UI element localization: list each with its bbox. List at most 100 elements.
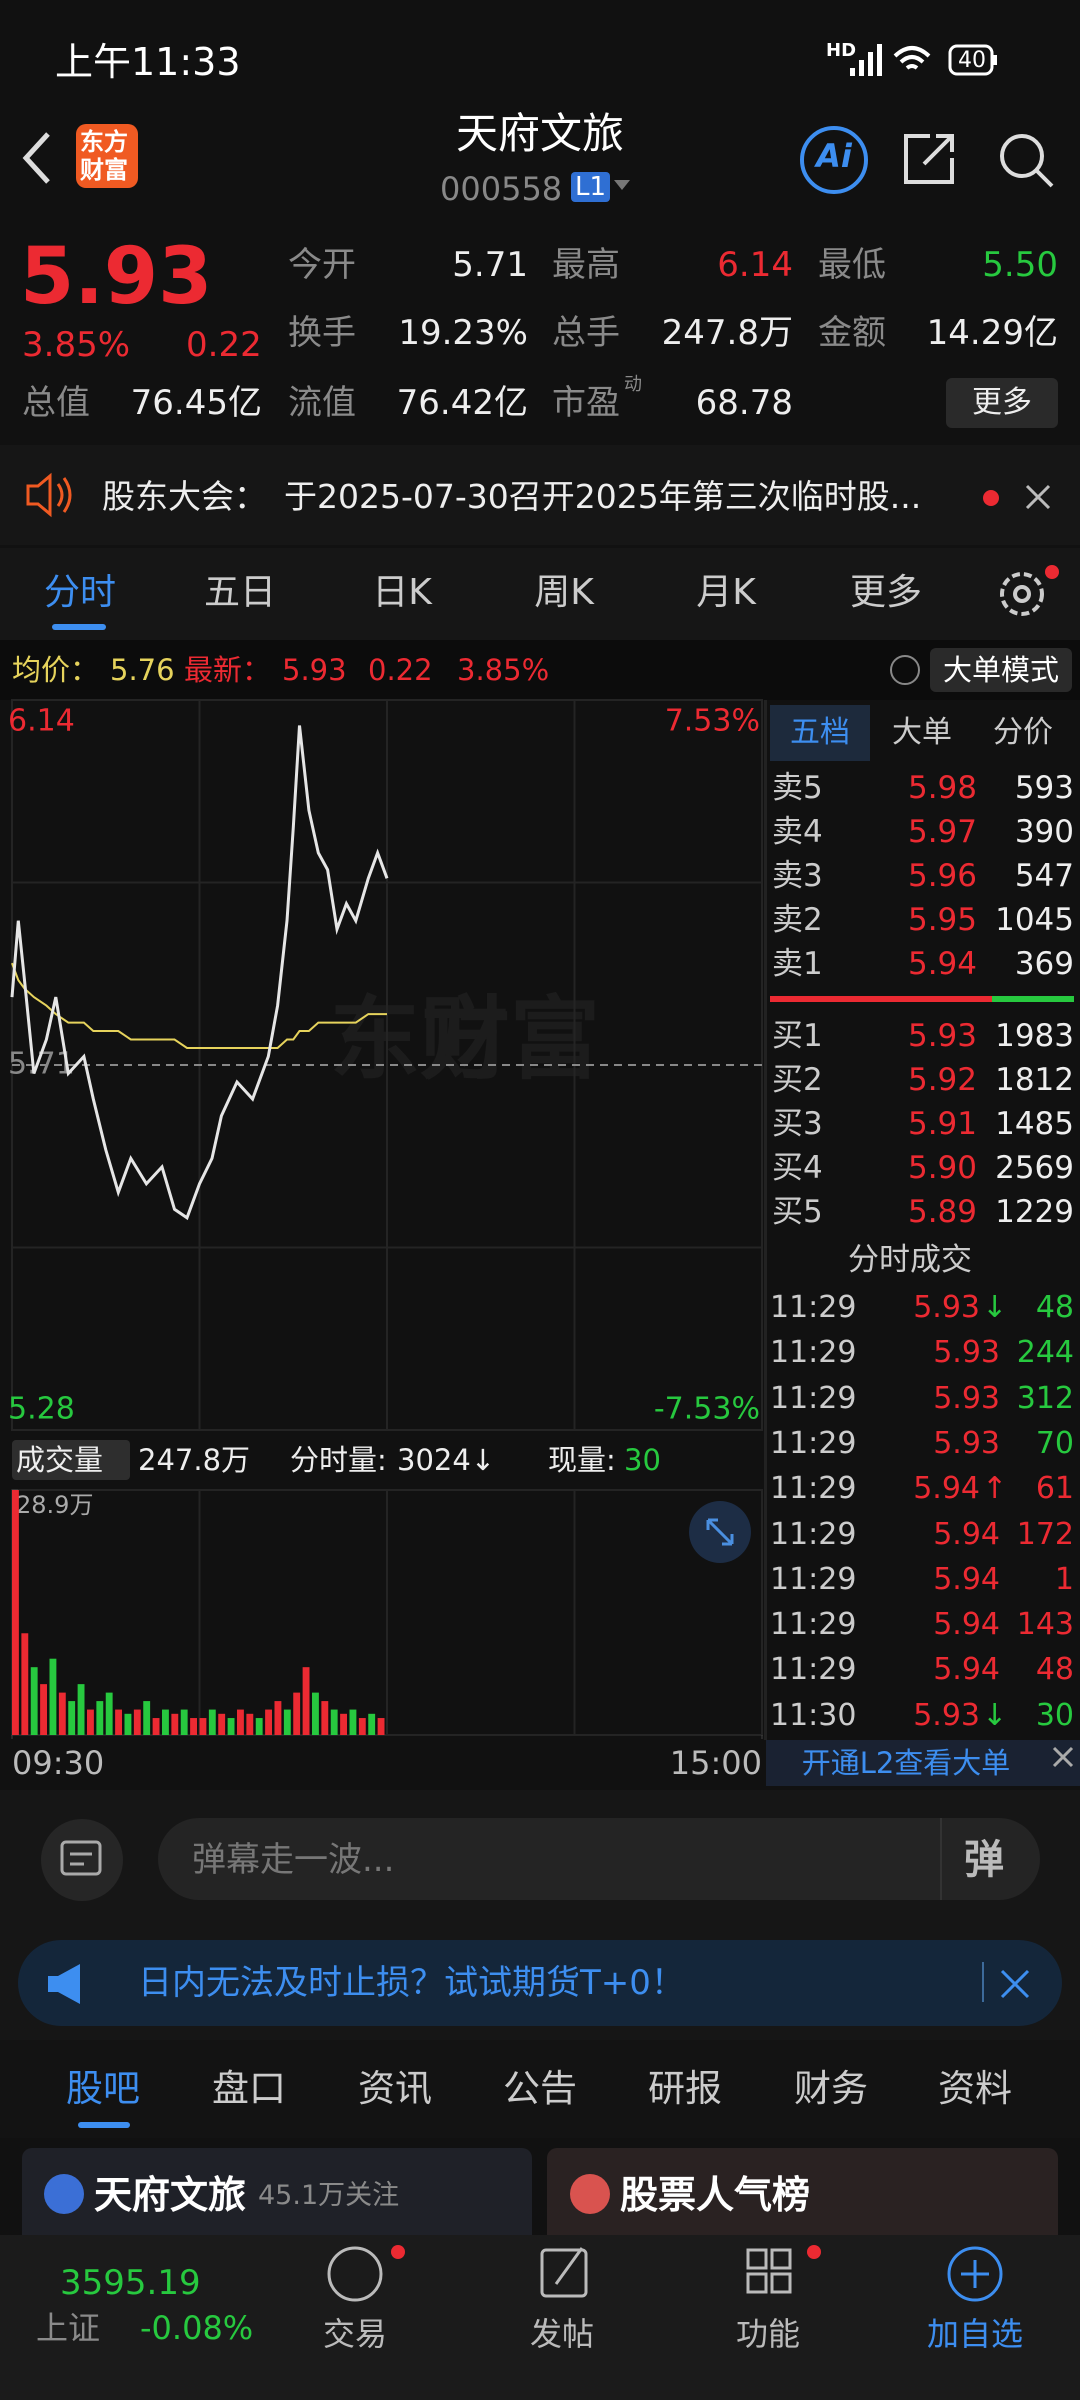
- settings-icon[interactable]: [990, 560, 1060, 630]
- stock-card[interactable]: [22, 2148, 532, 2248]
- section-tab[interactable]: 财务: [794, 2067, 868, 2110]
- book-volume: 2569: [995, 1150, 1074, 1186]
- book-tab-active[interactable]: [770, 705, 870, 761]
- chart-tab[interactable]: 更多: [849, 572, 922, 613]
- latest-value: 5.93: [282, 653, 347, 687]
- chart-tab[interactable]: 周K: [534, 572, 594, 613]
- l2-link[interactable]: 开通L2查看大单: [801, 1746, 1011, 1780]
- y-tick-label: 6.14: [8, 704, 75, 739]
- book-tab[interactable]: 分价: [993, 715, 1053, 750]
- y2-tick-label: -7.53%: [654, 1392, 760, 1427]
- ad-text[interactable]: 日内无法及时止损？试试期货T+0！: [138, 1963, 685, 2003]
- volume-bar: [96, 1701, 104, 1735]
- volume-bar: [274, 1701, 282, 1735]
- section-tab[interactable]: 资讯: [358, 2067, 432, 2110]
- stat-value: 14.29亿: [926, 313, 1058, 353]
- volume-bar: [143, 1701, 151, 1735]
- section-tab[interactable]: 研报: [648, 2067, 722, 2110]
- index-value[interactable]: 3595.19: [60, 2263, 201, 2303]
- nav-item[interactable]: 加自选: [926, 2315, 1023, 2353]
- trade-volume: 172: [1016, 1516, 1074, 1552]
- index-name[interactable]: 上证: [36, 2309, 101, 2347]
- y2-tick-label: 7.53%: [665, 704, 760, 739]
- level-badge[interactable]: L1: [571, 172, 611, 202]
- section-tab[interactable]: 股吧: [66, 2067, 140, 2110]
- ai-button[interactable]: [800, 126, 868, 194]
- notice-bar[interactable]: [0, 445, 1080, 545]
- back-button[interactable]: [18, 128, 58, 188]
- danmaku-input[interactable]: [158, 1818, 1040, 1900]
- divider: [940, 1818, 942, 1900]
- nav-item[interactable]: 发帖: [529, 2315, 594, 2353]
- trade-price: 5.94: [933, 1561, 1000, 1597]
- volume-bar: [321, 1701, 329, 1735]
- section-tab[interactable]: 资料: [938, 2067, 1012, 2110]
- chart-tab[interactable]: 分时: [43, 572, 116, 613]
- header-icons[interactable]: [900, 128, 1060, 188]
- book-level: 卖5: [772, 770, 823, 806]
- ad-close[interactable]: [998, 1967, 1032, 2001]
- section-tab[interactable]: 公告: [503, 2067, 577, 2110]
- volume-bar: [152, 1718, 160, 1735]
- book-level: 卖1: [772, 946, 823, 982]
- price-line: [10, 725, 389, 1221]
- chart-tab[interactable]: 月K: [696, 572, 756, 613]
- card-icon: [570, 2174, 610, 2214]
- change: 0.22: [186, 325, 262, 365]
- rank-card[interactable]: [547, 2148, 1058, 2248]
- index-change[interactable]: -0.08%: [140, 2309, 254, 2347]
- nav-item[interactable]: 功能: [735, 2315, 800, 2353]
- l2-bar[interactable]: [766, 1740, 1080, 1786]
- dropdown[interactable]: [612, 178, 632, 194]
- volume-label[interactable]: 成交量: [16, 1443, 104, 1477]
- book-price: 5.97: [907, 814, 977, 850]
- chart-tab[interactable]: 五日: [203, 572, 276, 613]
- stat-value: 76.42亿: [396, 383, 528, 423]
- stat-value: 76.45亿: [130, 383, 262, 423]
- trade-time: 11:29: [770, 1471, 857, 1507]
- stat-value: 5.71: [452, 245, 528, 285]
- volume-bar: [190, 1718, 197, 1735]
- book-tab[interactable]: 五档: [790, 715, 850, 750]
- ai-label[interactable]: Ai: [816, 137, 852, 175]
- more-label[interactable]: 更多: [972, 385, 1032, 420]
- help-icon[interactable]: [890, 655, 920, 685]
- l2-close[interactable]: [1048, 1742, 1078, 1772]
- section-tab[interactable]: 盘口: [212, 2067, 286, 2110]
- mode-button[interactable]: [930, 648, 1072, 692]
- price: 5.93: [20, 232, 213, 322]
- card-title[interactable]: 股票人气榜: [620, 2173, 811, 2217]
- current-volume-label: 现量:: [548, 1443, 616, 1477]
- trades-title[interactable]: 分时成交: [848, 1242, 972, 1278]
- book-tab[interactable]: 大单: [892, 715, 952, 750]
- volume-total: 247.8万: [138, 1443, 251, 1477]
- battery: 40: [958, 48, 986, 73]
- volume-selector[interactable]: [12, 1440, 130, 1480]
- trade-volume: 244: [1016, 1335, 1074, 1371]
- ad-banner[interactable]: [18, 1940, 1062, 2026]
- trade-volume: 48: [1035, 1290, 1074, 1325]
- tab-indicator: [52, 624, 106, 630]
- trade-price: 5.94: [933, 1652, 1000, 1688]
- mode-label[interactable]: 大单模式: [942, 653, 1059, 687]
- danmaku-placeholder[interactable]: 弹幕走一波...: [192, 1840, 395, 1880]
- danmaku-button[interactable]: 弹: [964, 1837, 1004, 1883]
- notice-text[interactable]: 于2025-07-30召开2025年第三次临时股...: [284, 477, 922, 516]
- trade-time: 11:29: [770, 1290, 857, 1325]
- book-price: 5.94: [907, 946, 977, 982]
- book-price: 5.98: [907, 770, 977, 806]
- notice-close[interactable]: [975, 480, 1055, 516]
- volume-bar: [58, 1692, 66, 1735]
- expand-button[interactable]: [688, 1500, 752, 1564]
- stat-label: 总手: [552, 313, 620, 353]
- nav-item[interactable]: 交易: [322, 2315, 387, 2353]
- chart-tab[interactable]: 日K: [372, 572, 432, 613]
- trade-time: 11:29: [770, 1335, 857, 1371]
- trade-time: 11:29: [770, 1425, 857, 1461]
- trade-time: 11:29: [770, 1561, 857, 1597]
- volume-bar: [171, 1713, 179, 1735]
- stat-label: 流值: [288, 383, 356, 423]
- card-title[interactable]: 天府文旅: [94, 2173, 247, 2217]
- danmaku-settings[interactable]: [40, 1818, 124, 1902]
- more-button[interactable]: [946, 378, 1058, 428]
